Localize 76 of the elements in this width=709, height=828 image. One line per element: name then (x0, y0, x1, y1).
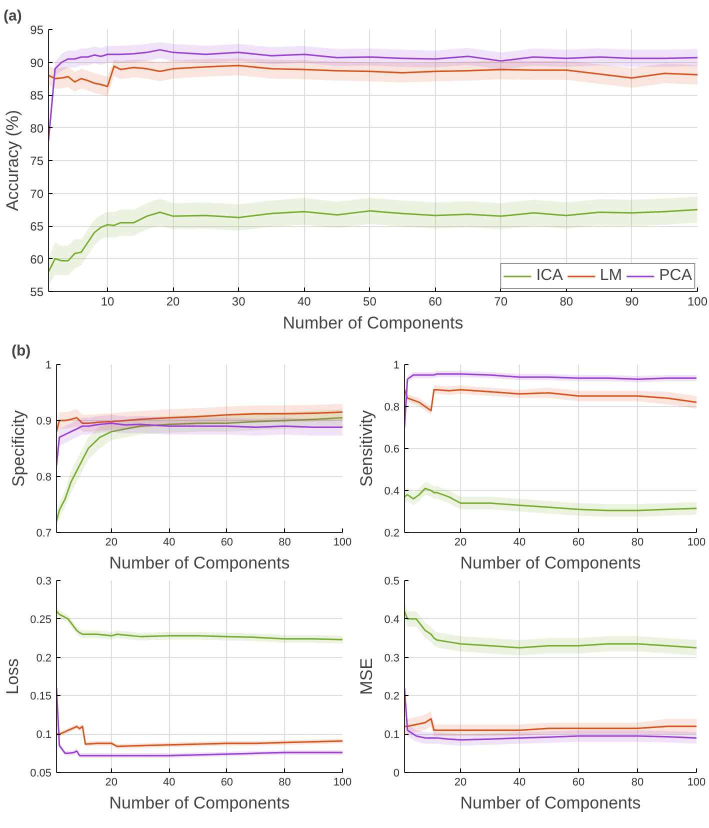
x-tick-label: 90 (625, 294, 639, 308)
y-tick-label: 0.15 (30, 690, 52, 703)
y-tick-label: 0.3 (384, 652, 400, 664)
y-tick-label: 0.7 (36, 528, 52, 540)
y-tick-label: 55 (30, 285, 44, 299)
y-tick-label: 1 (45, 360, 52, 372)
x-tick-label: 40 (163, 536, 176, 548)
x-tick-label: 100 (333, 536, 352, 548)
x-tick-label: 80 (560, 294, 574, 308)
text: (b) (12, 342, 31, 360)
x-tick-label: 40 (513, 776, 526, 788)
x-tick-label: 40 (297, 294, 312, 308)
y-tick-label: 0.6 (384, 444, 400, 456)
x-tick-label: 80 (278, 776, 291, 788)
y-tick-label: 1 (393, 360, 400, 372)
legend-label: LM (600, 267, 622, 285)
y-tick-label: 65 (30, 220, 44, 234)
x-tick-label: 80 (631, 536, 644, 548)
x-axis-title: Number of Components (282, 314, 464, 332)
legend-label: ICA (536, 267, 563, 285)
y-tick-label: 0.9 (36, 416, 52, 428)
x-tick-label: 60 (220, 536, 234, 548)
y-tick-label: 0.2 (384, 528, 400, 540)
y-tick-label: 0.25 (30, 614, 52, 626)
x-tick-label: 30 (232, 294, 246, 308)
x-tick-label: 50 (363, 294, 377, 308)
x-tick-label: 10 (100, 294, 114, 308)
x-tick-label: 40 (513, 536, 526, 548)
y-axis-title: Specificity (9, 410, 28, 487)
y-tick-label: 0.8 (384, 402, 400, 414)
x-tick-label: 100 (687, 776, 706, 788)
y-axis-title: Accuracy (%) (3, 110, 22, 212)
y-tick-label: 0.5 (384, 576, 400, 588)
y-tick-label: 0.2 (36, 652, 52, 664)
y-tick-label: 0.1 (36, 729, 52, 742)
x-tick-label: 20 (105, 776, 118, 788)
y-axis-title: MSE (357, 658, 376, 695)
y-tick-label: 0.2 (384, 690, 400, 703)
y-tick-label: 80 (30, 121, 44, 136)
x-tick-label: 80 (631, 776, 644, 788)
x-tick-label: 100 (333, 776, 352, 788)
x-tick-label: 60 (572, 776, 585, 788)
x-tick-label: 40 (163, 776, 176, 788)
x-tick-label: 60 (572, 536, 585, 548)
y-tick-label: 95 (30, 23, 44, 37)
x-tick-label: 100 (687, 536, 706, 548)
y-tick-label: 85 (30, 88, 44, 102)
text: (a) (4, 8, 22, 24)
x-tick-label: 20 (454, 776, 467, 788)
x-tick-label: 20 (105, 536, 118, 548)
x-axis-title: Number of Components (460, 794, 641, 812)
y-tick-label: 90 (30, 56, 44, 70)
x-axis-title: Number of Components (109, 794, 290, 812)
y-tick-label: 0.8 (36, 472, 52, 484)
y-axis-title: Sensitivity (357, 410, 376, 487)
x-tick-label: 100 (687, 294, 708, 308)
x-tick-label: 20 (454, 536, 467, 548)
x-tick-label: 60 (428, 294, 442, 308)
y-tick-label: 0 (393, 768, 400, 780)
legend-label: PCA (659, 267, 692, 285)
y-tick-label: 0.4 (384, 614, 400, 626)
y-tick-label: 0.1 (384, 729, 400, 742)
x-tick-label: 80 (278, 536, 291, 548)
y-tick-label: 70 (30, 186, 44, 201)
y-tick-label: 0.4 (384, 486, 400, 498)
y-axis-title: Loss (3, 658, 22, 694)
x-axis-title: Number of Components (109, 554, 290, 572)
y-tick-label: 0.05 (30, 768, 52, 780)
x-tick-label: 60 (220, 776, 234, 788)
y-tick-label: 0.3 (36, 576, 52, 588)
x-tick-label: 20 (166, 294, 180, 308)
y-tick-label: 60 (30, 252, 44, 266)
line-series (48, 64, 698, 88)
y-tick-label: 75 (30, 154, 44, 168)
x-axis-title: Number of Components (460, 554, 641, 572)
x-tick-label: 70 (494, 294, 508, 308)
